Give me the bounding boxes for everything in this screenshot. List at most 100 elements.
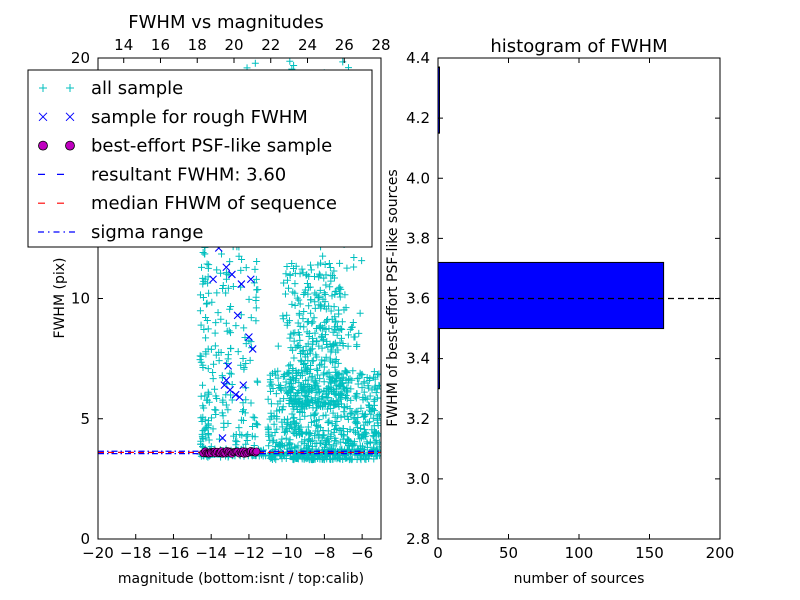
all-sample-point [303, 428, 311, 436]
top-tick-label: 26 [335, 36, 354, 54]
all-sample-point [373, 446, 381, 454]
all-sample-point [312, 417, 320, 425]
all-sample-point [204, 420, 212, 428]
all-sample-point [334, 400, 342, 408]
all-sample-point [327, 433, 335, 441]
all-sample-point [306, 387, 314, 395]
all-sample-point [288, 410, 296, 418]
all-sample-point [289, 329, 297, 337]
all-sample-point [330, 428, 338, 436]
all-sample-point [324, 405, 332, 413]
all-sample-point [336, 293, 344, 301]
all-sample-point [288, 300, 296, 308]
all-sample-point [298, 265, 306, 273]
all-sample-point [203, 300, 211, 308]
rough-sample-point [228, 270, 236, 279]
all-sample-point [294, 319, 302, 327]
rough-sample-point [222, 376, 231, 385]
all-sample-point [235, 252, 243, 260]
all-sample-point [334, 412, 342, 420]
all-sample-point [222, 391, 230, 399]
histogram-panel: 0 50 100 150 200 2.8 3.0 3.2 3.4 3.6 3.8 4.0 4.2 4.4… [385, 36, 734, 587]
all-sample-point [333, 424, 341, 432]
legend-entry: best-effort PSF-like sample [38, 136, 332, 157]
all-sample-point [217, 315, 225, 323]
all-sample-point [286, 361, 294, 369]
all-sample-point [291, 302, 299, 310]
histogram-y-ticks: 2.8 3.0 3.2 3.4 3.6 3.8 4.0 4.2 4.4 [406, 49, 720, 548]
all-sample-point [204, 388, 212, 396]
all-sample-point [266, 415, 274, 423]
all-sample-point [232, 322, 240, 330]
histogram-bar [437, 261, 665, 330]
all-sample-point [348, 376, 356, 384]
rough-sample-point [235, 393, 244, 401]
all-sample-point [285, 362, 293, 370]
all-sample-point [353, 419, 361, 427]
all-sample-point [224, 406, 232, 414]
all-sample-point [292, 444, 300, 452]
legend-entry: all sample [39, 78, 183, 99]
all-sample-point [286, 334, 294, 342]
all-sample-point [303, 280, 311, 288]
all-sample-point [296, 300, 304, 308]
all-sample-point [332, 440, 340, 448]
all-sample-point [343, 439, 351, 447]
all-sample-point [286, 317, 294, 325]
all-sample-point [293, 342, 301, 350]
rough-sample-point [209, 275, 217, 284]
all-sample-point [242, 264, 250, 272]
x-tick-label: −16 [158, 544, 190, 562]
all-sample-point [301, 367, 309, 375]
all-sample-point [197, 321, 205, 329]
all-sample-point [363, 395, 371, 403]
all-sample-point [228, 381, 236, 389]
x-tick-label: 200 [706, 544, 735, 562]
all-sample-point [365, 384, 373, 392]
all-sample-point [360, 413, 368, 421]
all-sample-point [285, 439, 293, 447]
all-sample-point [290, 265, 298, 273]
all-sample-point [281, 290, 289, 298]
all-sample-point [332, 287, 340, 295]
legend-entry: resultant FWHM: 3.60 [38, 164, 286, 185]
all-sample-point [290, 414, 298, 422]
all-sample-point [212, 351, 220, 359]
all-sample-point [219, 396, 227, 404]
x-tick-label: −18 [120, 544, 152, 562]
all-sample-point [325, 417, 333, 425]
all-sample-point [270, 436, 278, 444]
legend-marker [65, 112, 75, 122]
all-sample-point [294, 329, 302, 337]
all-sample-point [267, 400, 275, 408]
all-sample-point [304, 350, 312, 358]
all-sample-point [250, 279, 258, 287]
all-sample-point [313, 439, 321, 447]
all-sample-point [369, 405, 377, 413]
all-sample-point [252, 296, 260, 304]
all-sample-point [268, 380, 276, 388]
y-tick-label: 20 [71, 49, 90, 67]
all-sample-point [295, 296, 303, 304]
all-sample-point [289, 417, 297, 425]
all-sample-point [355, 329, 363, 337]
all-sample-point [340, 451, 348, 459]
all-sample-point [284, 369, 292, 377]
all-sample-point [316, 375, 324, 383]
all-sample-point [353, 390, 361, 398]
legend-label: all sample [91, 78, 183, 99]
all-sample-point [322, 305, 330, 313]
all-sample-point [322, 353, 330, 361]
all-sample-point [240, 324, 248, 332]
all-sample-point [372, 389, 380, 397]
all-sample-point [320, 431, 328, 439]
all-sample-point [358, 257, 366, 265]
y-tick-label: 3.4 [406, 350, 430, 368]
legend-label: resultant FWHM: 3.60 [91, 164, 286, 185]
all-sample-point [311, 410, 319, 418]
all-sample-point [330, 267, 338, 275]
all-sample-point [218, 374, 226, 382]
all-sample-point [290, 61, 298, 69]
rough-sample-point [237, 280, 246, 288]
